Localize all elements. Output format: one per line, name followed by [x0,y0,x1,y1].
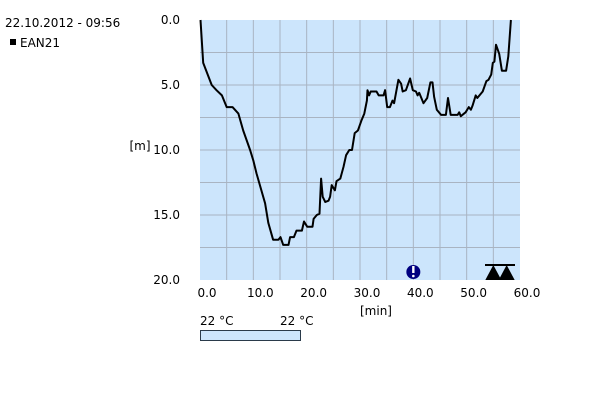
x-tick-label: 50.0 [460,286,487,300]
legend-marker [10,39,16,45]
y-axis-label: [m] [129,139,150,153]
timestamp-label: 22.10.2012 - 09:56 [5,16,120,30]
warning-icon-dot [412,274,415,278]
y-tick-label: 15.0 [153,208,180,222]
legend-label: EAN21 [20,36,60,50]
colorbar-max-label: 22 °C [280,314,313,328]
triangle-marker-icon [485,265,502,280]
y-tick-label: 0.0 [161,13,180,27]
x-tick-label: 10.0 [247,286,274,300]
x-axis-label: [min] [360,304,392,318]
x-tick-label: 20.0 [300,286,327,300]
series-line-ean21 [199,19,512,246]
x-tick-label: 40.0 [407,286,434,300]
x-tick-label: 60.0 [514,286,541,300]
y-tick-label: 5.0 [161,78,180,92]
colorbar [200,330,301,341]
y-tick-label: 20.0 [153,273,180,287]
x-tick-label: 30.0 [354,286,381,300]
x-tick-label: 0.0 [197,286,216,300]
y-tick-label: 10.0 [153,143,180,157]
warning-icon-bar [412,266,415,273]
triangle-marker-icon [498,265,515,280]
colorbar-min-label: 22 °C [200,314,233,328]
